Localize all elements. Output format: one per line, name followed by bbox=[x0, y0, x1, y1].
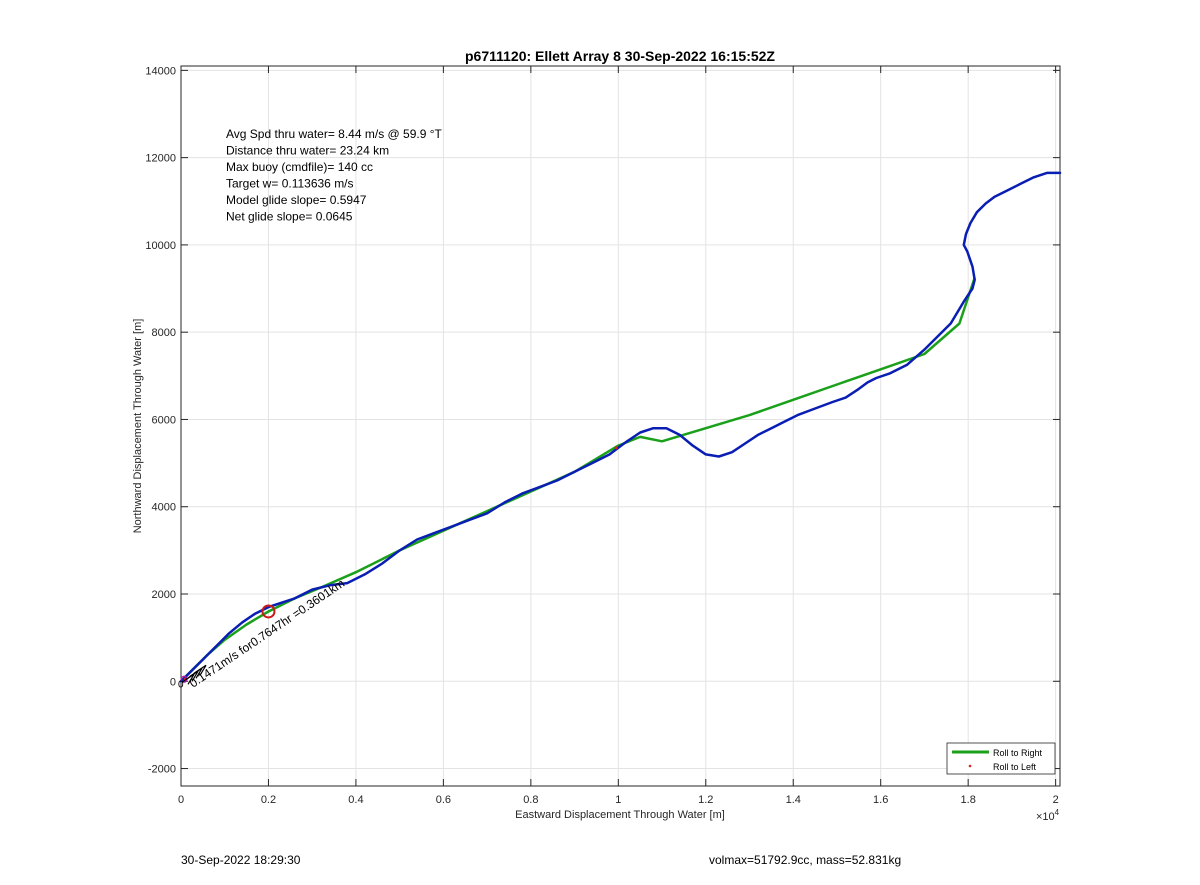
footer-timestamp: 30-Sep-2022 18:29:30 bbox=[181, 853, 301, 867]
x-tick-label: 1.2 bbox=[698, 794, 713, 806]
legend-roll-left-swatch bbox=[968, 764, 972, 768]
x-tick-label: 1.4 bbox=[786, 794, 801, 806]
x-tick-label: 2 bbox=[1053, 794, 1059, 806]
stats-annotation: Max buoy (cmdfile)= 140 cc bbox=[226, 160, 373, 174]
stats-annotation: Avg Spd thru water= 8.44 m/s @ 59.9 °T bbox=[226, 127, 443, 141]
stats-annotation: Target w= 0.113636 m/s bbox=[226, 177, 354, 191]
x-tick-label: 0.2 bbox=[261, 794, 276, 806]
x-tick-label: 0.6 bbox=[436, 794, 451, 806]
y-tick-label: 4000 bbox=[152, 502, 176, 514]
stats-annotation: Model glide slope= 0.5947 bbox=[226, 193, 367, 207]
y-tick-label: 12000 bbox=[145, 153, 176, 165]
legend-frame bbox=[946, 742, 1056, 775]
y-tick-label: 0 bbox=[170, 676, 176, 688]
x-tick-label: 1 bbox=[615, 794, 621, 806]
current-arrow bbox=[193, 664, 207, 676]
legend-roll-left-label: Roll to Left bbox=[993, 762, 1037, 772]
series-roll-right-line bbox=[180, 277, 976, 683]
legend-box: Roll to Right Roll to Left bbox=[946, 742, 1056, 775]
stats-annotation: Net glide slope= 0.0645 bbox=[226, 210, 353, 224]
series-roll-left-point bbox=[614, 446, 618, 450]
x-exponent-power: 4 bbox=[1055, 808, 1060, 817]
y-tick-label: -2000 bbox=[148, 764, 176, 776]
legend-roll-right-label: Roll to Right bbox=[993, 748, 1043, 758]
y-tick-label: 2000 bbox=[152, 589, 176, 601]
axis-ticks: 0 0.2 0.4 0.6 0.8 1 1.2 1.4 1.6 1.8 2 -2000 0 2000 400… bbox=[145, 65, 1060, 806]
grid-lines bbox=[180, 66, 1060, 786]
chart-title: p6711120: Ellett Array 8 30-Sep-2022 16:… bbox=[465, 48, 775, 64]
y-tick-label: 14000 bbox=[145, 65, 176, 77]
start-label: 0 bbox=[178, 679, 184, 690]
x-axis-exponent: ×104 bbox=[1036, 808, 1060, 823]
y-axis-label: Northward Displacement Through Water [m] bbox=[132, 319, 144, 534]
x-tick-label: 0.4 bbox=[348, 794, 363, 806]
plot-frame bbox=[180, 65, 1061, 787]
footer-volume-mass: volmax=51792.9cc, mass=52.831kg bbox=[709, 853, 902, 867]
stats-annotations: Avg Spd thru water= 8.44 m/s @ 59.9 °T Di… bbox=[226, 127, 443, 224]
x-tick-label: 1.8 bbox=[961, 794, 976, 806]
y-tick-label: 10000 bbox=[145, 240, 176, 252]
x-tick-label: 1.6 bbox=[873, 794, 888, 806]
current-label: 0.1471m/s for0.7647hr =0.3601km bbox=[187, 576, 347, 690]
y-tick-label: 6000 bbox=[152, 414, 176, 426]
overlay-layer: 0 0.1471m/s for0.7647hr =0.3601km bbox=[178, 576, 347, 690]
x-exponent-base: ×10 bbox=[1036, 811, 1055, 823]
series-track-line bbox=[179, 171, 1062, 683]
x-tick-label: 0 bbox=[178, 794, 184, 806]
x-axis-label: Eastward Displacement Through Water [m] bbox=[515, 809, 725, 821]
stats-annotation: Distance thru water= 23.24 km bbox=[226, 144, 389, 158]
y-tick-label: 8000 bbox=[152, 327, 176, 339]
position-marker bbox=[261, 604, 276, 619]
series-layer bbox=[179, 171, 1062, 683]
x-tick-label: 0.8 bbox=[523, 794, 538, 806]
